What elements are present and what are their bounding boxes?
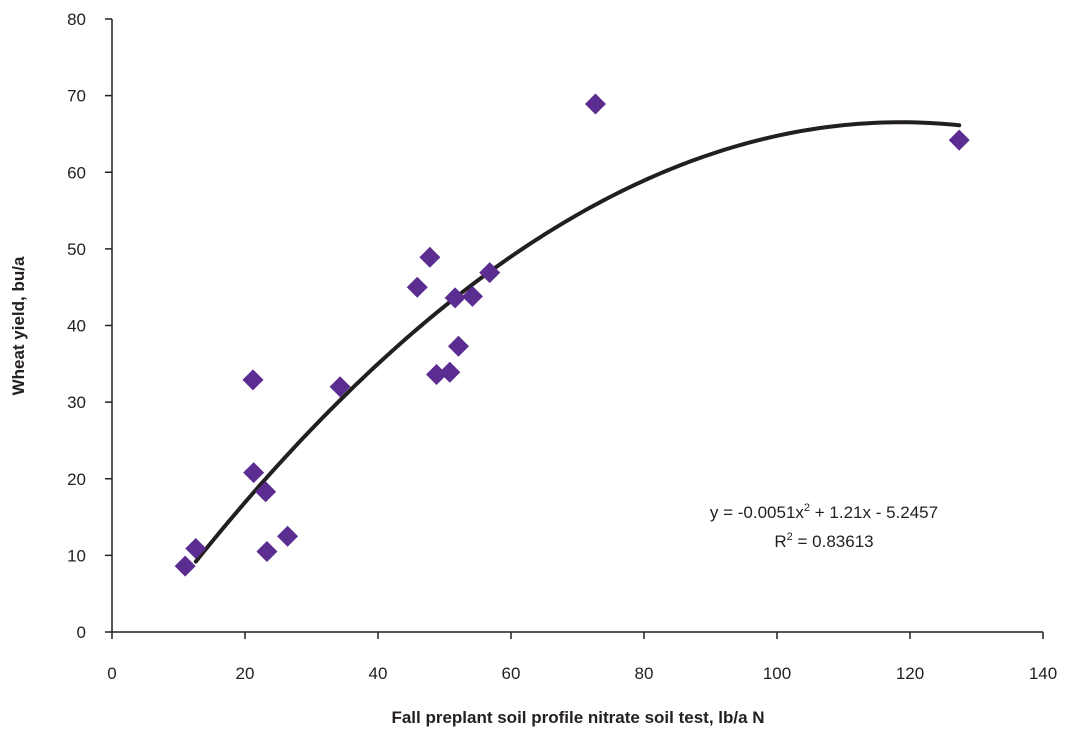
data-point	[444, 287, 466, 309]
x-ticks: 0 20 40 60 80 100 120 140	[107, 632, 1057, 683]
y-tick-label: 80	[67, 10, 86, 29]
trend-equation: y = -0.0051x2 + 1.21x - 5.2457	[710, 502, 938, 522]
x-tick-label: 0	[107, 664, 116, 683]
y-tick-label: 60	[67, 163, 86, 182]
x-tick-label: 20	[236, 664, 255, 683]
r-squared-label: R2 = 0.83613	[774, 531, 873, 551]
x-tick-label: 60	[502, 664, 521, 683]
data-point	[439, 361, 461, 383]
y-tick-label: 40	[67, 317, 86, 336]
data-point	[447, 335, 469, 357]
data-point	[479, 262, 501, 284]
data-point	[174, 555, 196, 577]
y-tick-label: 50	[67, 240, 86, 259]
data-point	[584, 93, 606, 115]
data-point	[426, 364, 448, 386]
x-tick-label: 80	[635, 664, 654, 683]
axes	[111, 19, 1043, 633]
y-tick-label: 0	[77, 623, 86, 642]
data-point	[242, 369, 264, 391]
data-point	[948, 129, 970, 151]
data-point	[406, 276, 428, 298]
x-axis-title: Fall preplant soil profile nitrate soil …	[391, 708, 764, 727]
trendline	[193, 120, 962, 564]
data-point	[185, 537, 207, 559]
x-tick-label: 40	[369, 664, 388, 683]
y-tick-label: 20	[67, 470, 86, 489]
y-ticks: 0 10 20 30 40 50 60 70 80	[67, 10, 112, 642]
data-point	[461, 285, 483, 307]
data-points	[174, 93, 970, 577]
y-axis-title: Wheat yield, bu/a	[9, 256, 28, 395]
y-tick-label: 10	[67, 546, 86, 565]
data-point	[256, 541, 278, 563]
data-point	[277, 525, 299, 547]
x-tick-label: 140	[1029, 664, 1057, 683]
data-point	[419, 246, 441, 268]
x-tick-label: 100	[763, 664, 791, 683]
y-tick-label: 70	[67, 87, 86, 106]
x-tick-label: 120	[896, 664, 924, 683]
data-point	[329, 376, 351, 398]
data-point	[243, 462, 265, 484]
data-point	[255, 481, 277, 503]
y-tick-label: 30	[67, 393, 86, 412]
